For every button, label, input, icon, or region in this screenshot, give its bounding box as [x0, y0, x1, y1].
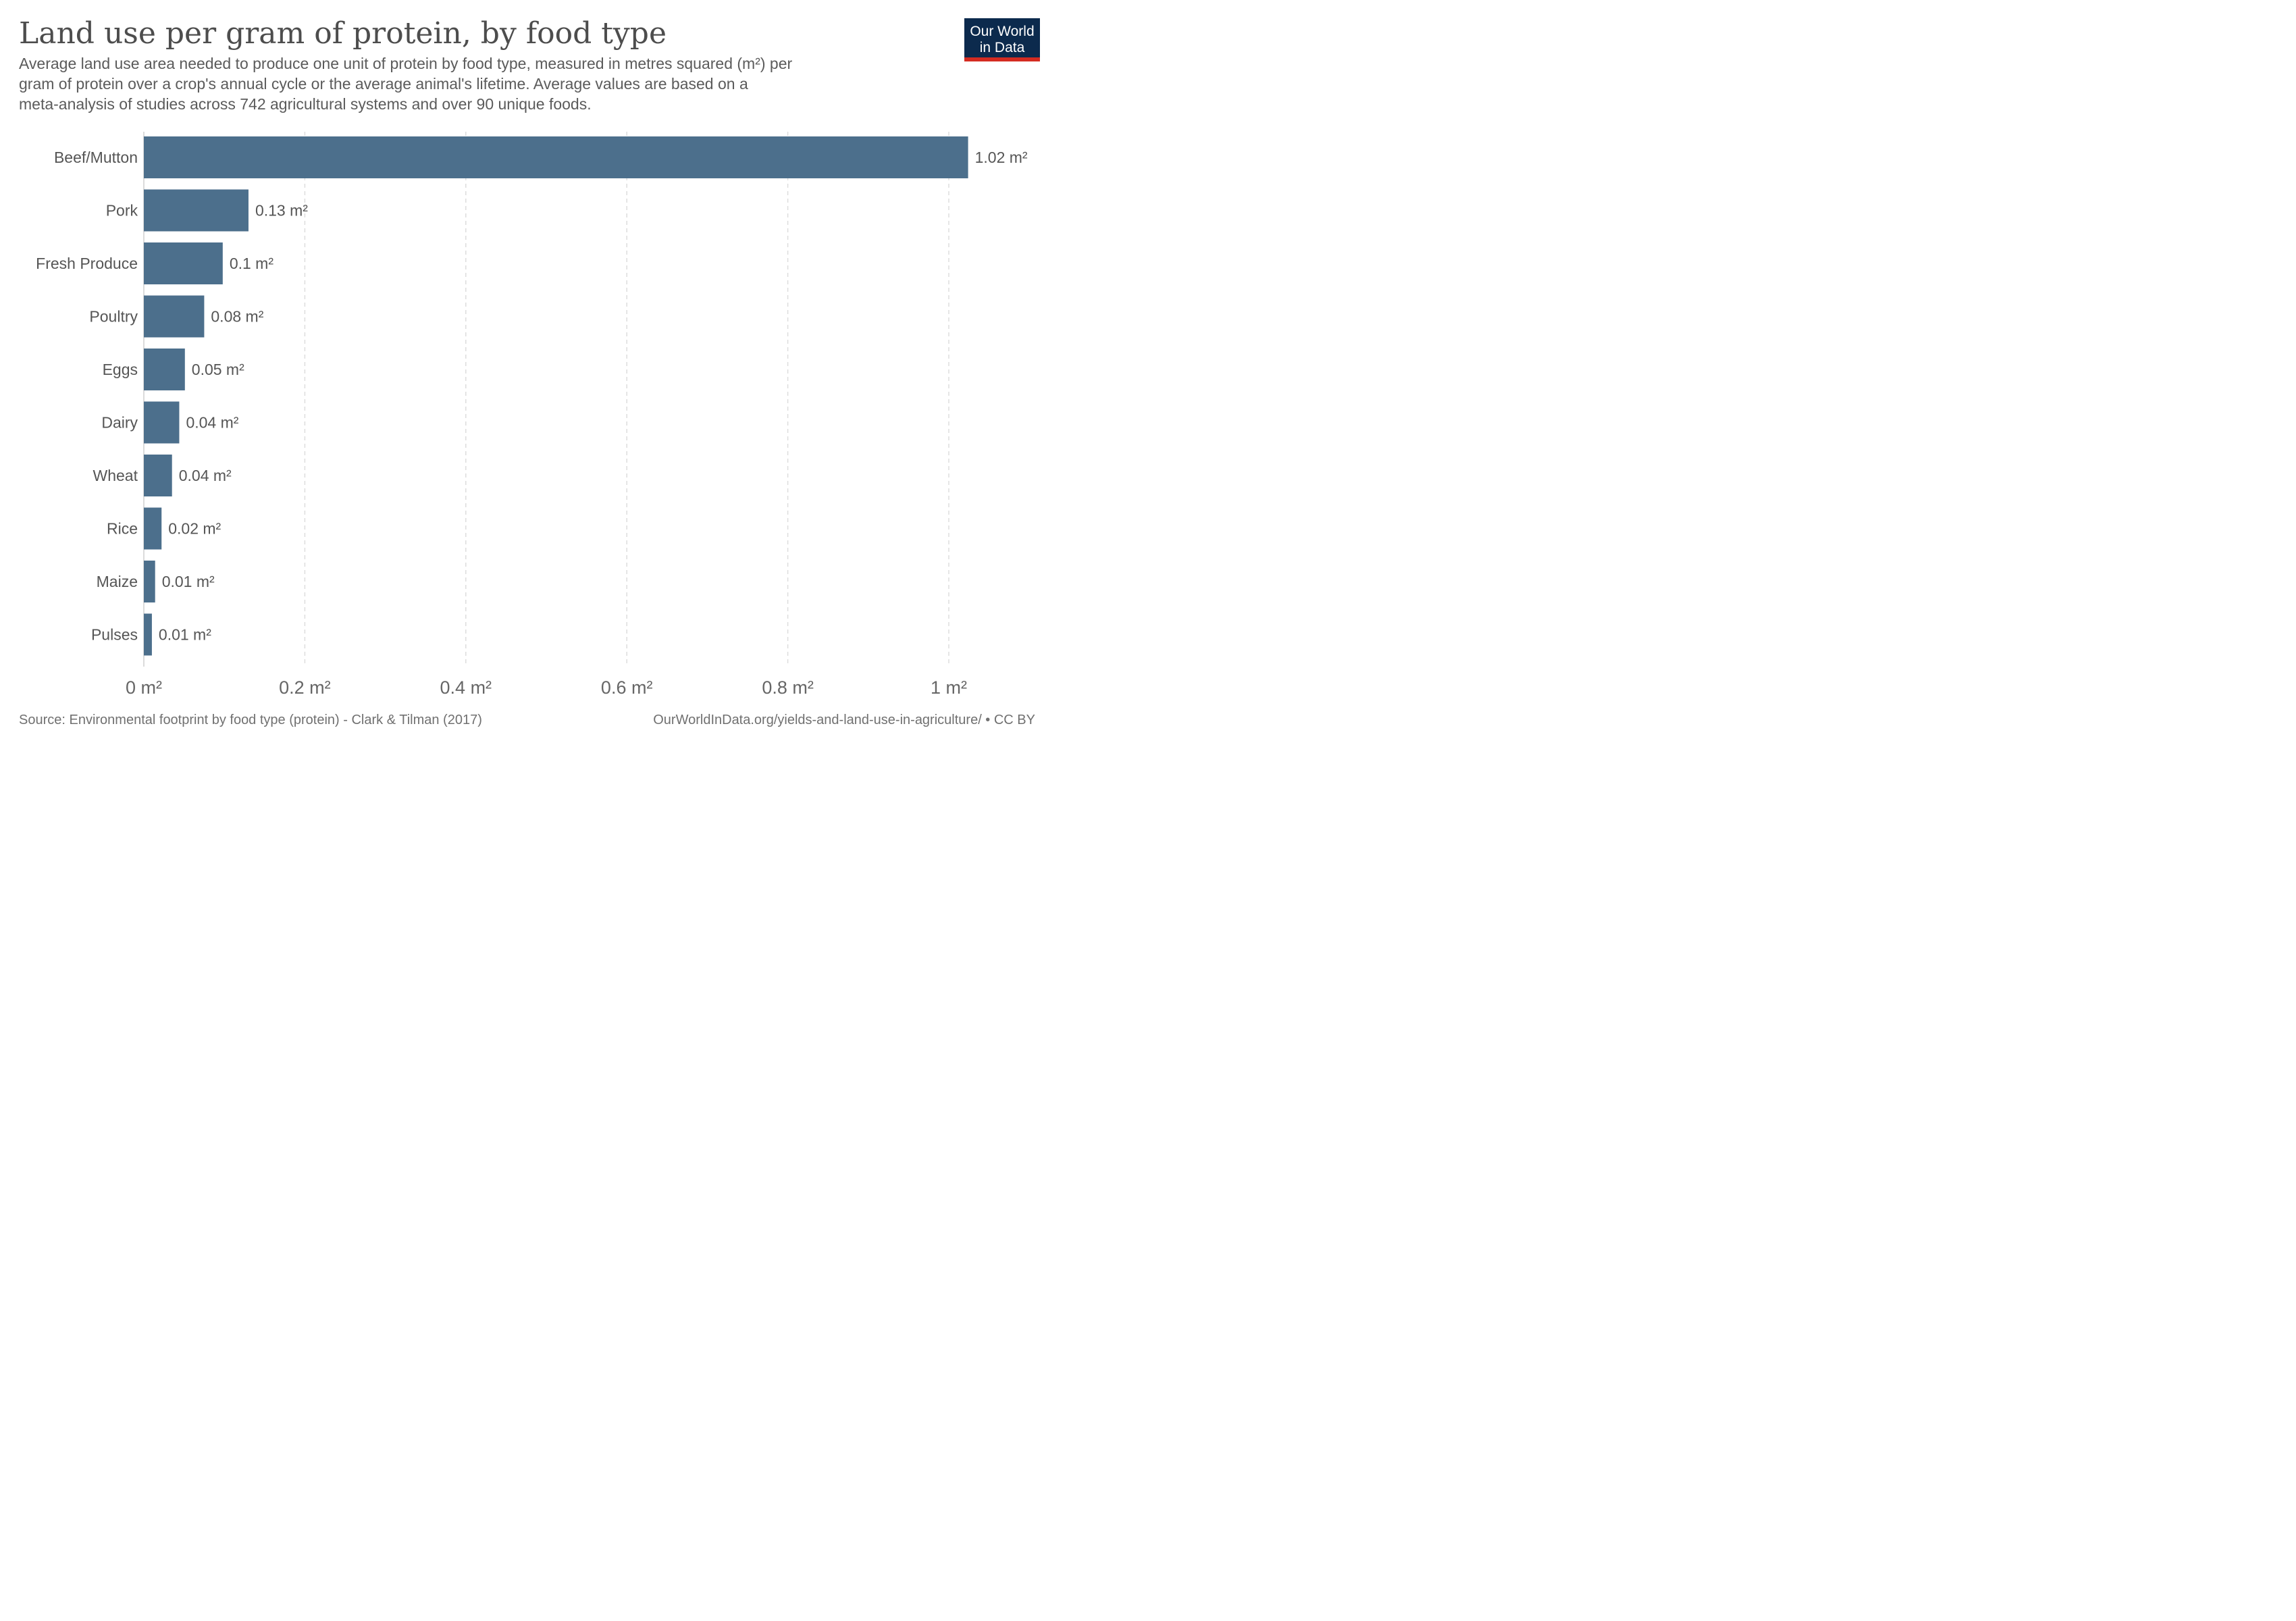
source-note: Source: Environmental footprint by food … [19, 713, 482, 727]
value-labels: 1.02 m² 0.13 m² 0.1 m² 0.08 m² 0.05 m² 0.04 m… [159, 149, 1028, 644]
category-label: Pulses [91, 626, 138, 644]
chart-subtitle-line-2: gram of protein over a crop's annual cyc… [19, 75, 748, 93]
bar[interactable] [144, 136, 968, 178]
x-tick-label: 0 m² [126, 677, 162, 698]
bar[interactable] [144, 295, 205, 338]
owid-logo[interactable]: Our World in Data [964, 18, 1040, 61]
value-label: 0.02 m² [168, 520, 221, 538]
value-label: 1.02 m² [975, 149, 1028, 166]
category-label: Maize [97, 573, 138, 590]
x-tick-label: 0.4 m² [440, 677, 492, 698]
value-label: 0.04 m² [179, 467, 232, 484]
category-label: Rice [107, 520, 138, 538]
logo-accent-bar [964, 57, 1040, 61]
value-label: 0.13 m² [255, 202, 308, 220]
logo-text-line-1: Our World [970, 24, 1034, 39]
bar[interactable] [144, 455, 172, 496]
value-label: 0.1 m² [230, 255, 274, 272]
category-label: Wheat [93, 467, 138, 484]
bar[interactable] [144, 561, 155, 602]
bar[interactable] [144, 507, 162, 550]
bar[interactable] [144, 401, 180, 444]
category-label: Pork [106, 202, 138, 220]
x-tick-label: 0.2 m² [279, 677, 331, 698]
chart-canvas: Land use per gram of protein, by food ty… [19, 16, 1040, 727]
chart-title: Land use per gram of protein, by food ty… [19, 16, 667, 51]
logo-background [964, 18, 1040, 57]
category-label: Poultry [89, 308, 138, 326]
bars [144, 136, 968, 656]
category-label: Fresh Produce [36, 255, 138, 272]
value-label: 0.01 m² [159, 626, 211, 644]
category-labels: Beef/Mutton Pork Fresh Produce Poultry Eggs D… [36, 149, 138, 644]
logo-text-line-2: in Data [980, 40, 1025, 55]
bar[interactable] [144, 242, 223, 284]
x-axis-tick-labels: 0 m² 0.2 m² 0.4 m² 0.6 m² 0.8 m² 1 m² [126, 677, 967, 698]
category-label: Dairy [101, 414, 138, 432]
x-tick-label: 1 m² [931, 677, 967, 698]
bar[interactable] [144, 189, 249, 232]
chart-subtitle-line-3: meta-analysis of studies across 742 agri… [19, 95, 592, 113]
value-label: 0.04 m² [186, 414, 238, 432]
value-label: 0.01 m² [162, 573, 215, 590]
bar[interactable] [144, 349, 185, 390]
source-url[interactable]: OurWorldInData.org/yields-and-land-use-i… [653, 713, 1035, 727]
x-tick-label: 0.8 m² [762, 677, 814, 698]
value-label: 0.05 m² [192, 361, 244, 378]
category-label: Eggs [103, 361, 138, 378]
value-label: 0.08 m² [211, 308, 263, 326]
category-label: Beef/Mutton [54, 149, 138, 166]
chart-subtitle-line-1: Average land use area needed to produce … [19, 55, 793, 72]
bar[interactable] [144, 613, 152, 656]
x-tick-label: 0.6 m² [601, 677, 653, 698]
